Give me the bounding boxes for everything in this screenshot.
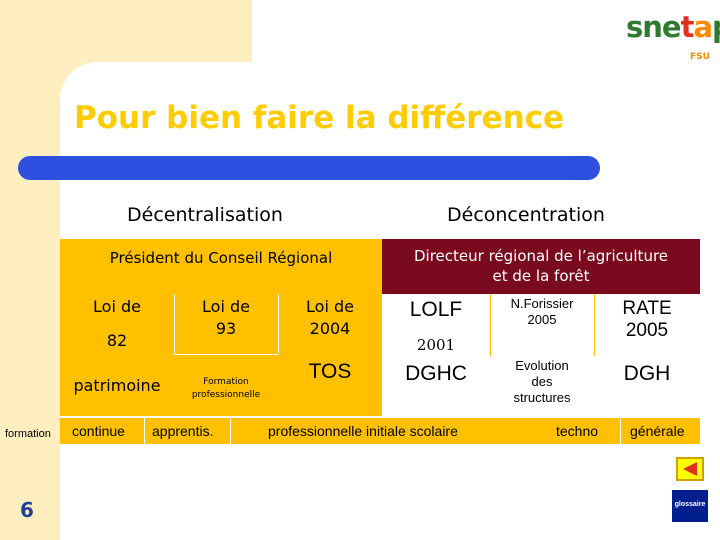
loi82-line1: Loi de <box>93 297 141 316</box>
title-underline-bar <box>18 156 600 180</box>
row-apprentis: apprentis. <box>152 423 214 439</box>
arrow-left-icon <box>683 462 697 476</box>
glossaire-label: glossaire <box>674 501 706 508</box>
loi82-line2: 82 <box>106 331 128 350</box>
page-title: Pour bien faire la différence <box>74 100 565 136</box>
president-label: Président du Conseil Régional <box>109 249 333 267</box>
loi93-line2: 93 <box>215 319 237 338</box>
directeur-line1: Directeur régional de l’agriculture <box>413 247 669 265</box>
row-initiale: professionnelle initiale scolaire <box>268 423 458 439</box>
grid-divider <box>594 294 595 356</box>
grid-divider <box>174 294 175 354</box>
loi93-line1: Loi de <box>202 297 250 316</box>
cell-dgh: DGH <box>623 362 671 385</box>
heading-deconcentration: Déconcentration <box>447 204 605 226</box>
grid-divider <box>278 294 279 354</box>
cell-loi-93: Loi de 93 <box>174 296 278 340</box>
loi2004-line2: 2004 <box>309 319 351 338</box>
cell-loi-2004: Loi de 2004 <box>278 296 382 340</box>
row-techno: techno <box>556 423 599 439</box>
grid-divider <box>490 294 491 356</box>
glossaire-button[interactable]: glossaire <box>672 490 708 522</box>
cell-tos: TOS <box>308 360 352 383</box>
page-number: 6 <box>20 498 34 522</box>
cell-year-2001: 2001 <box>416 336 456 354</box>
loi2004-line1: Loi de <box>306 297 354 316</box>
directeur-line2: et de la forêt <box>492 267 590 285</box>
cell-lolf: LOLF <box>409 298 463 321</box>
directeur-label: Directeur régional de l’agriculture et d… <box>382 246 700 286</box>
evolution-line3: structures <box>513 390 571 405</box>
side-label-formation: formation <box>5 428 51 440</box>
heading-decentralisation: Décentralisation <box>127 204 283 226</box>
evolution-line2: des <box>531 374 553 389</box>
logo-wordmark: snetap <box>626 10 720 44</box>
deconcentration-grid: LOLF 2001 N.Forissier 2005 RATE 2005 DGH… <box>382 294 700 416</box>
formation-pro-line2: professionnelle <box>191 390 261 400</box>
cell-patrimoine: patrimoine <box>73 376 161 395</box>
formation-pro-line1: Formation <box>203 377 249 387</box>
logo-sub: FSU <box>690 52 710 62</box>
back-button[interactable] <box>676 457 704 481</box>
grid-divider <box>174 354 278 355</box>
snetap-logo: snetap FSU <box>624 6 720 66</box>
band-directeur <box>382 239 700 294</box>
row-divider <box>144 418 145 444</box>
rate-line1: RATE <box>622 298 672 319</box>
row-divider <box>620 418 621 444</box>
cell-formation-pro: Formation professionnelle <box>174 376 278 402</box>
row-generale: générale <box>630 423 685 439</box>
rate-line2: 2005 <box>625 320 669 341</box>
formation-row: continue apprentis. professionnelle init… <box>60 418 700 444</box>
forissier-line2: 2005 <box>527 312 557 327</box>
cell-evolution: Evolution des structures <box>490 358 594 406</box>
decentralisation-grid: Loi de 82 Loi de 93 Loi de 2004 patrimoi… <box>60 294 382 416</box>
band-president <box>60 239 382 294</box>
cell-rate: RATE 2005 <box>594 298 700 342</box>
row-continue: continue <box>72 423 125 439</box>
cell-dghc: DGHC <box>405 362 467 385</box>
forissier-line1: N.Forissier <box>510 296 574 311</box>
row-divider <box>230 418 231 444</box>
cell-forissier: N.Forissier 2005 <box>490 296 594 328</box>
evolution-line1: Evolution <box>515 358 569 373</box>
cell-loi-82: Loi de 82 <box>60 296 174 352</box>
